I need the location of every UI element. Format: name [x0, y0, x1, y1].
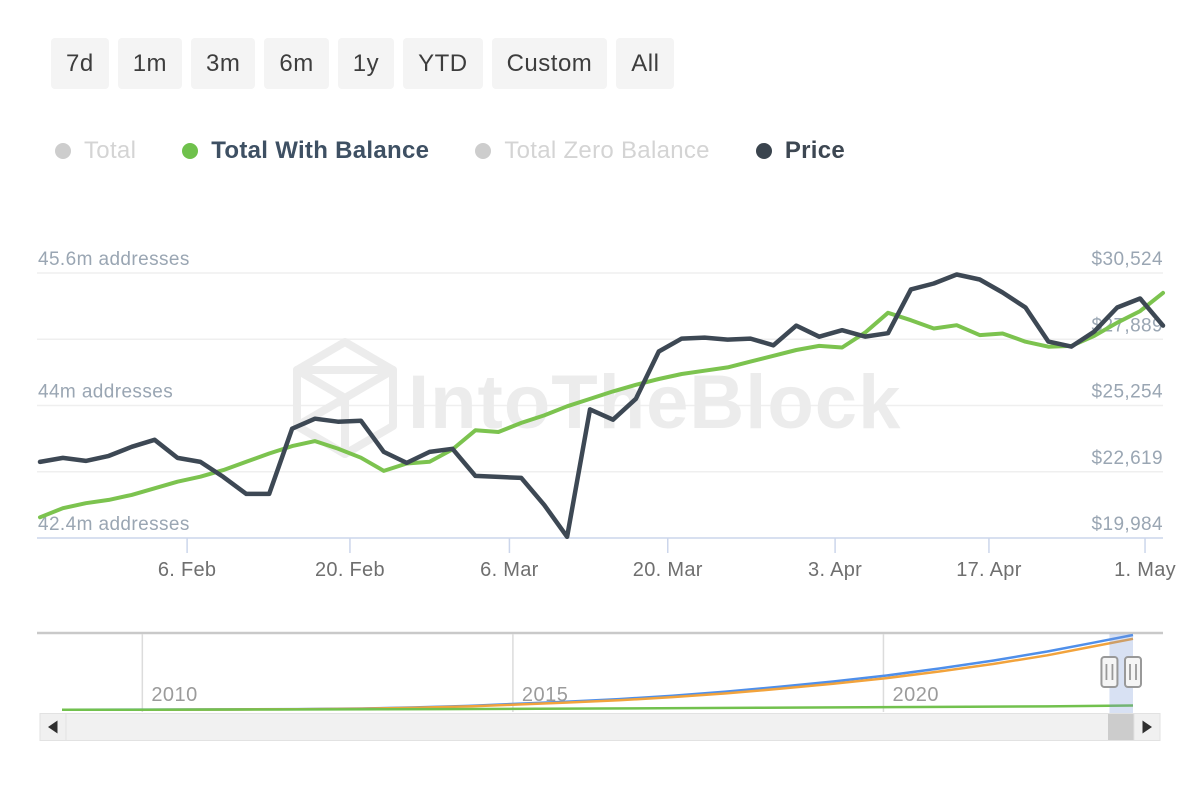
scrollbar-thumb[interactable]	[1108, 714, 1134, 740]
handle-grip[interactable]	[1100, 656, 1119, 688]
cube-logo-line	[293, 366, 349, 402]
legend-label: Total With Balance	[211, 137, 430, 164]
legend-label: Total Zero Balance	[504, 137, 710, 164]
range-button-6m[interactable]: 6m	[264, 38, 329, 89]
navigator: 2010 2015 2020	[37, 631, 1163, 713]
cube-logo-line	[341, 366, 397, 402]
range-button-1m[interactable]: 1m	[117, 38, 183, 89]
arrow-left-icon	[48, 720, 58, 734]
range-selector: 7d 1m 3m 6m 1y YTD Custom All	[51, 38, 675, 89]
total-with-balance-line	[38, 290, 1165, 520]
range-button-1y[interactable]: 1y	[337, 38, 395, 89]
legend-label: Price	[784, 137, 846, 164]
legend: Total Total With Balance Total Zero Balanc…	[55, 134, 845, 168]
scrollbar-left-button[interactable]	[39, 713, 67, 741]
y-axis-label-right: $27,889	[1092, 315, 1163, 336]
navigator-year-label: 2015	[522, 684, 569, 706]
x-axis-label: 17. Apr	[956, 559, 1022, 581]
price-line	[37, 272, 1166, 540]
range-button-3m[interactable]: 3m	[191, 38, 256, 89]
x-axis-label: 1. May	[1114, 559, 1176, 581]
range-button-7d[interactable]: 7d	[51, 38, 109, 89]
navigator-year-label: 2020	[892, 684, 939, 706]
navigator-selection-band[interactable]	[1109, 634, 1133, 713]
y-axis-label-left: 44m addresses	[38, 382, 173, 403]
scrollbar-right-button[interactable]	[1133, 713, 1161, 741]
arrow-right-icon	[1142, 720, 1152, 734]
y-axis-label-right: $19,984	[1092, 514, 1164, 535]
navigator-right-handle[interactable]	[1124, 656, 1142, 688]
x-axis-label: 6. Mar	[480, 559, 539, 581]
scrollbar-track[interactable]	[39, 713, 1161, 741]
x-axis-label: 20. Mar	[633, 559, 703, 581]
y-axis-label-left: 42.4m addresses	[38, 514, 190, 535]
legend-dot-icon	[182, 143, 199, 159]
range-button-all[interactable]: All	[616, 38, 675, 89]
legend-item-total-zero-balance[interactable]: Total Zero Balance	[475, 137, 710, 165]
y-axis-label-right: $25,254	[1092, 382, 1164, 403]
legend-item-price[interactable]: Price	[755, 137, 846, 165]
legend-dot-icon	[755, 143, 772, 159]
legend-item-total[interactable]: Total	[55, 137, 136, 165]
x-axis-label: 3. Apr	[808, 559, 862, 581]
navigator-total-with-balance-line	[61, 704, 1134, 712]
scrollbar	[39, 713, 1161, 741]
legend-dot-icon	[55, 143, 71, 159]
x-axis-label: 6. Feb	[158, 559, 217, 581]
x-axis-label: 20. Feb	[315, 559, 385, 581]
legend-label: Total	[84, 137, 137, 164]
range-button-ytd[interactable]: YTD	[403, 38, 483, 89]
range-button-custom[interactable]: Custom	[491, 38, 608, 89]
legend-item-total-with-balance[interactable]: Total With Balance	[182, 137, 429, 165]
legend-dot-icon	[475, 143, 492, 159]
y-axis-label-left: 45.6m addresses	[38, 249, 190, 270]
y-axis-label-right: $30,524	[1092, 249, 1164, 270]
navigator-year-label: 2010	[151, 684, 198, 706]
handle-grip[interactable]	[1124, 656, 1142, 688]
navigator-left-handle[interactable]	[1100, 656, 1119, 688]
y-axis-label-right: $22,619	[1092, 448, 1163, 469]
